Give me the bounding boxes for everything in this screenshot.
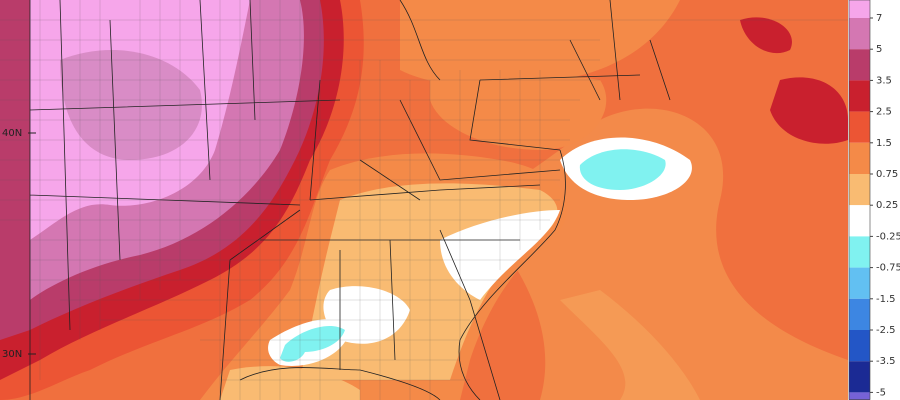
colorbar-label: -2.5 <box>876 325 896 336</box>
warm-anomaly <box>770 77 848 144</box>
warm-anomaly <box>740 17 792 54</box>
colorbar-label: 0.25 <box>876 200 898 211</box>
colorbar-label: -5 <box>876 387 886 398</box>
colorbar-label: -1.5 <box>876 294 896 305</box>
colorbar-segment <box>849 111 870 143</box>
colorbar-segment <box>849 236 870 268</box>
colorbar-segment <box>849 361 870 393</box>
ocean-field <box>470 108 848 400</box>
colorbar-label: 7 <box>876 13 882 24</box>
cool-anomaly <box>280 325 345 362</box>
colorbar-segment <box>849 80 870 112</box>
cool-anomaly <box>579 149 666 190</box>
colorbar-segment <box>849 298 870 330</box>
colorbar-label: -3.5 <box>876 356 896 367</box>
colorbar-label: 0.75 <box>876 169 898 180</box>
colorbar-segment <box>849 392 870 400</box>
colorbar-segment <box>849 330 870 362</box>
colorbar-segment <box>849 18 870 50</box>
map: 40N 30N <box>0 0 848 400</box>
county-borders <box>0 0 848 400</box>
latitude-label: 30N <box>2 349 22 360</box>
colorbar-label: 1.5 <box>876 138 892 149</box>
colorbar-label: 3.5 <box>876 75 892 86</box>
warm-region <box>60 50 202 160</box>
colorbar-segment <box>849 267 870 299</box>
colorbar-label: -0.75 <box>876 263 900 274</box>
mild-region <box>430 60 607 150</box>
colorbar-segment <box>849 205 870 237</box>
colorbar-segment <box>849 174 870 206</box>
colorbar-segment <box>849 49 870 81</box>
colorbar: 7 5 3.5 2.5 1.5 0.75 0.25 -0.25 -0.75 -1.5 -2.5 -3.… <box>848 0 900 400</box>
colorbar-label: 2.5 <box>876 107 892 118</box>
colorbar-segment <box>849 142 870 174</box>
colorbar-label: -0.25 <box>876 231 900 242</box>
latitude-label: 40N <box>2 128 22 139</box>
ocean-field <box>560 290 700 400</box>
colorbar-segment <box>849 0 870 18</box>
colorbar-label: 5 <box>876 44 882 55</box>
mild-region <box>400 0 680 87</box>
mild-region <box>220 366 360 400</box>
